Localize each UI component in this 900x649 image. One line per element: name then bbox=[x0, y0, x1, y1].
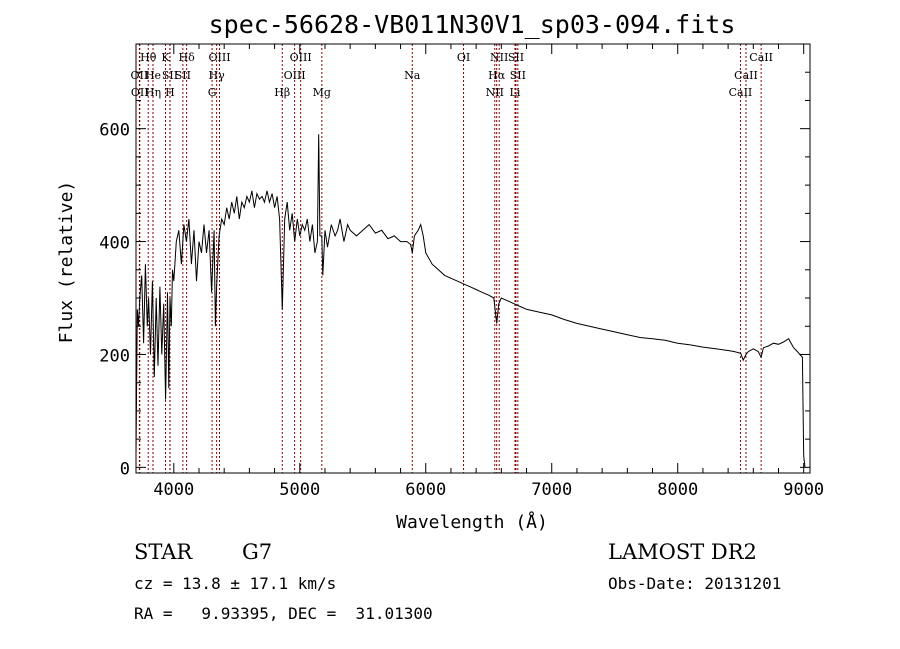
x-axis-label: Wavelength (Å) bbox=[396, 511, 548, 533]
x-tick-label: 6000 bbox=[405, 480, 446, 500]
x-tick-label: 8000 bbox=[657, 480, 698, 500]
line-marker-label: Hγ bbox=[209, 69, 226, 82]
line-marker-label: OII bbox=[131, 86, 149, 99]
x-tick-label: 4000 bbox=[153, 480, 194, 500]
chart-title: spec-56628-VB011N30V1_sp03-094.fits bbox=[209, 10, 736, 39]
y-axis-label: Flux (relative) bbox=[56, 181, 77, 344]
object-class: STAR bbox=[134, 540, 193, 564]
y-tick-label: 200 bbox=[99, 346, 130, 366]
subclass: G7 bbox=[242, 540, 272, 564]
y-axis-ticks: 0 200 400 600 bbox=[99, 71, 810, 479]
y-tick-label: 600 bbox=[99, 121, 130, 141]
y-tick-label: 0 bbox=[120, 459, 130, 479]
line-marker-label: Na bbox=[404, 69, 421, 82]
x-axis-ticks: 4000 5000 6000 7000 8000 9000 bbox=[153, 44, 824, 500]
line-marker-label: OI bbox=[457, 51, 470, 64]
line-marker-label: H bbox=[165, 86, 175, 99]
x-tick-label: 7000 bbox=[531, 480, 572, 500]
line-marker-label: Mg bbox=[313, 86, 331, 99]
line-marker-label: SII bbox=[162, 69, 178, 82]
line-marker-label: OIII bbox=[290, 51, 312, 64]
spectrum-series-line bbox=[135, 134, 806, 468]
line-marker-label: Li bbox=[510, 86, 521, 99]
line-marker-label: SII bbox=[508, 51, 524, 64]
x-tick-label: 5000 bbox=[279, 480, 320, 500]
line-marker-label: Hδ bbox=[179, 51, 196, 64]
line-marker-label: OIII bbox=[284, 69, 306, 82]
survey-name: LAMOST DR2 bbox=[608, 540, 757, 564]
coordinates-text: RA = 9.93395, DEC = 31.01300 bbox=[134, 604, 433, 623]
line-marker-label: Hα bbox=[488, 69, 506, 82]
line-marker-label: CaII bbox=[734, 69, 758, 82]
line-marker-label: CaII bbox=[729, 86, 753, 99]
redshift-text: cz = 13.8 ± 17.1 km/s bbox=[134, 574, 336, 593]
line-marker-label: OII bbox=[131, 69, 149, 82]
line-marker-label: SII bbox=[510, 69, 526, 82]
line-marker-label: K bbox=[161, 51, 170, 64]
obs-date-text: Obs-Date: 20131201 bbox=[608, 574, 781, 593]
line-marker-label: Hη bbox=[145, 86, 161, 99]
line-marker-label: G bbox=[208, 86, 217, 99]
line-markers bbox=[138, 44, 762, 473]
plot-frame bbox=[135, 43, 811, 474]
line-marker-label: NII bbox=[490, 51, 508, 64]
line-marker-label: Hθ bbox=[140, 51, 157, 64]
x-tick-label: 9000 bbox=[783, 480, 824, 500]
line-marker-label: SII bbox=[175, 69, 191, 82]
line-marker-label: NII bbox=[486, 86, 504, 99]
line-marker-label: CaII bbox=[749, 51, 773, 64]
line-marker-label: He bbox=[145, 69, 161, 82]
line-marker-label: OIII bbox=[208, 51, 230, 64]
line-marker-label: Hβ bbox=[274, 86, 290, 99]
y-tick-label: 400 bbox=[99, 234, 130, 254]
